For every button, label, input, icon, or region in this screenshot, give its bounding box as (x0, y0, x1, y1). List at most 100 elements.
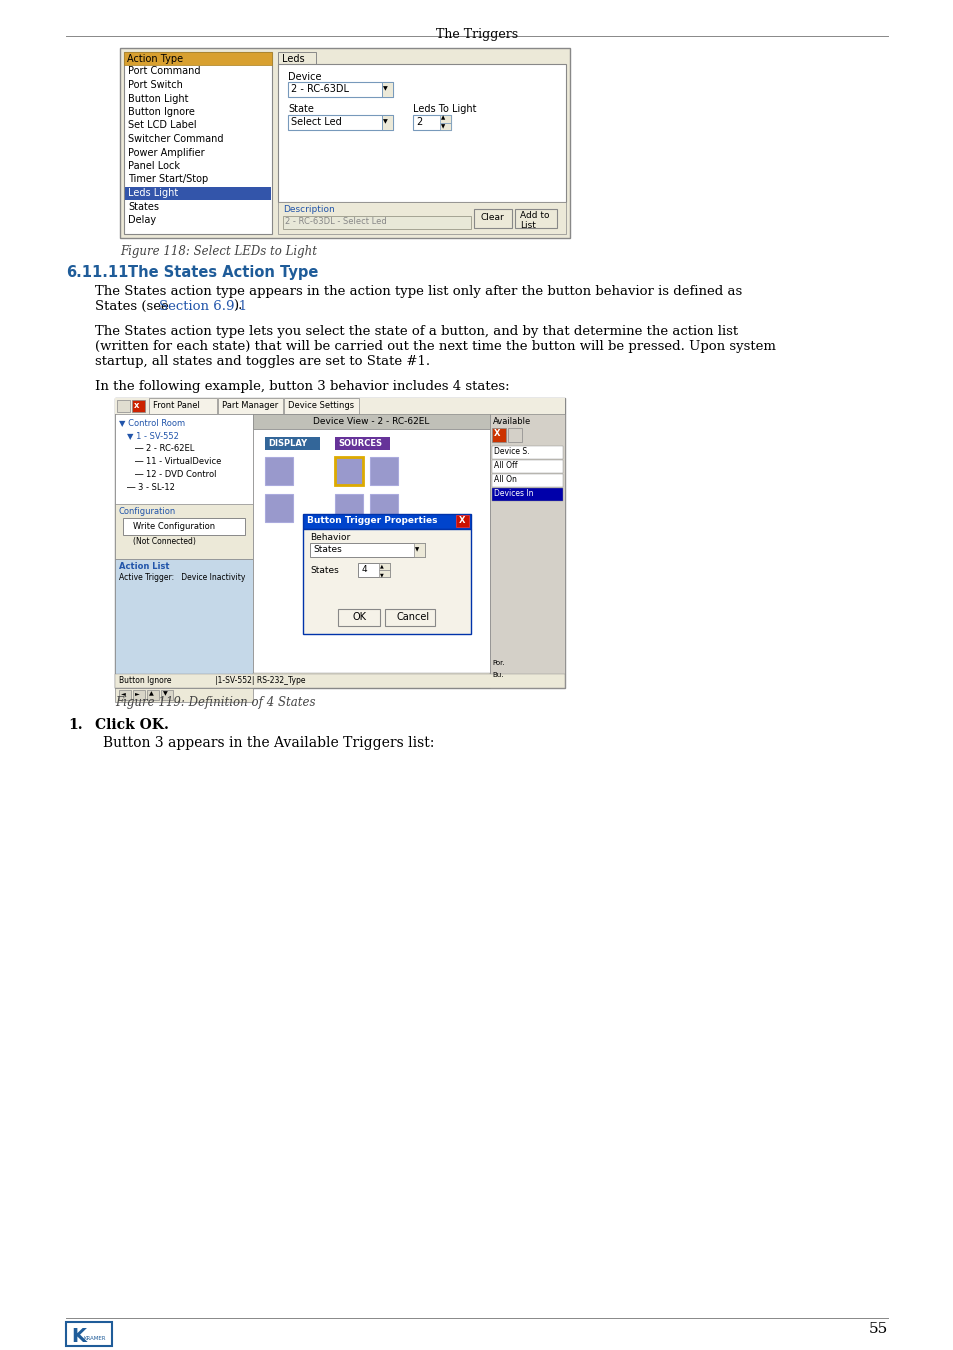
Text: (written for each state) that will be carried out the next time the button will : (written for each state) that will be ca… (95, 340, 775, 352)
Text: ― 11 - VirtualDevice: ― 11 - VirtualDevice (135, 458, 221, 466)
Bar (265, 494, 293, 522)
Bar (161, 690, 172, 701)
Text: Write Configuration: Write Configuration (132, 522, 214, 531)
Bar (265, 458, 293, 485)
Text: Switcher Command: Switcher Command (128, 134, 223, 144)
Bar (253, 674, 490, 688)
Text: ▼ 1 - SV-552: ▼ 1 - SV-552 (127, 431, 179, 440)
Bar (147, 690, 159, 701)
Text: Device Settings: Device Settings (288, 401, 354, 410)
Bar (124, 53, 272, 234)
Bar (277, 63, 565, 202)
Text: Click OK.: Click OK. (95, 718, 169, 732)
Bar (492, 460, 562, 472)
Bar (115, 504, 253, 559)
Text: ― 2 - RC-62EL: ― 2 - RC-62EL (135, 444, 194, 454)
Bar (357, 563, 390, 576)
Text: All Off: All Off (494, 460, 517, 470)
Text: Add to
List: Add to List (519, 211, 549, 231)
Text: Leds To Light: Leds To Light (413, 104, 476, 113)
Text: startup, all states and toggles are set to State #1.: startup, all states and toggles are set … (95, 355, 430, 369)
Bar (507, 428, 521, 441)
Text: The States action type appears in the action type list only after the button beh: The States action type appears in the ac… (95, 285, 741, 298)
Text: ▼: ▼ (379, 572, 383, 576)
Bar (515, 209, 557, 228)
Bar (115, 559, 253, 688)
Bar (115, 414, 253, 688)
Text: Configuration: Configuration (119, 508, 176, 516)
Text: ◄: ◄ (121, 691, 126, 697)
Bar (474, 209, 512, 228)
Text: In the following example, button 3 behavior includes 4 states:: In the following example, button 3 behav… (95, 379, 509, 393)
Bar (492, 428, 505, 441)
Text: Bu.: Bu. (492, 672, 503, 678)
Text: 6.11.11: 6.11.11 (66, 265, 129, 279)
Text: Figure 118: Select LEDs to Light: Figure 118: Select LEDs to Light (120, 244, 316, 258)
Bar (120, 49, 569, 238)
Bar (492, 474, 562, 487)
Text: ― 12 - DVD Control: ― 12 - DVD Control (135, 470, 216, 479)
Text: Select Led: Select Led (291, 117, 341, 127)
Text: Devices In: Devices In (494, 489, 533, 498)
Bar (413, 115, 451, 130)
Bar (439, 115, 451, 123)
Text: Cancel: Cancel (396, 612, 430, 622)
Text: ― 3 - SL-12: ― 3 - SL-12 (127, 483, 174, 491)
Text: ▼ Control Room: ▼ Control Room (119, 418, 185, 427)
Text: Port Command: Port Command (128, 66, 200, 77)
Text: KRAMER: KRAMER (84, 1336, 107, 1341)
Text: Power Amplifier: Power Amplifier (128, 147, 204, 158)
Text: Leds Light: Leds Light (128, 188, 178, 198)
Bar (284, 398, 358, 414)
Text: Button Ignore: Button Ignore (119, 676, 172, 684)
Bar (253, 414, 490, 429)
Text: States: States (310, 566, 338, 575)
Text: States: States (128, 201, 159, 212)
Bar (335, 458, 363, 485)
Text: 55: 55 (868, 1322, 887, 1336)
Text: X: X (494, 429, 500, 437)
Text: Button Trigger Properties: Button Trigger Properties (307, 516, 437, 525)
Text: Set LCD Label: Set LCD Label (128, 120, 196, 131)
Bar (132, 690, 145, 701)
Text: Delay: Delay (128, 215, 156, 225)
Text: 2: 2 (416, 117, 422, 127)
Bar (414, 543, 424, 558)
Bar (123, 518, 245, 535)
Bar (439, 123, 451, 130)
Bar (149, 398, 216, 414)
Bar (277, 202, 565, 234)
Bar (288, 115, 393, 130)
Bar (125, 186, 271, 200)
Text: DISPLAY: DISPLAY (268, 439, 307, 448)
Bar (265, 437, 319, 450)
Text: ▲: ▲ (149, 691, 153, 697)
Text: ▼: ▼ (415, 547, 418, 552)
Text: Panel Lock: Panel Lock (128, 161, 180, 171)
Text: 1.: 1. (68, 718, 83, 732)
Bar (283, 216, 471, 230)
Text: State: State (288, 104, 314, 113)
Text: Part Manager: Part Manager (222, 401, 278, 410)
Bar (370, 458, 397, 485)
Text: ▲: ▲ (440, 115, 445, 120)
Text: States: States (313, 545, 341, 554)
Text: Device View - 2 - RC-62EL: Device View - 2 - RC-62EL (313, 417, 429, 427)
Bar (456, 514, 469, 526)
Text: ►: ► (135, 691, 139, 697)
Text: States (see: States (see (95, 300, 172, 313)
Text: (Not Connected): (Not Connected) (132, 537, 195, 545)
Text: Section 6.9.1: Section 6.9.1 (159, 300, 247, 313)
Text: Button Light: Button Light (128, 93, 189, 104)
Text: X: X (458, 516, 465, 525)
Text: Action List: Action List (119, 562, 170, 571)
Text: Device S.: Device S. (494, 447, 529, 456)
Bar (378, 563, 390, 570)
Bar (124, 53, 272, 65)
Bar (288, 82, 393, 97)
Bar (303, 529, 471, 634)
Text: |1-SV-552| RS-232_Type: |1-SV-552| RS-232_Type (214, 676, 305, 684)
Text: Figure 119: Definition of 4 States: Figure 119: Definition of 4 States (115, 697, 315, 709)
Bar (335, 494, 363, 522)
Text: Available: Available (493, 417, 531, 427)
